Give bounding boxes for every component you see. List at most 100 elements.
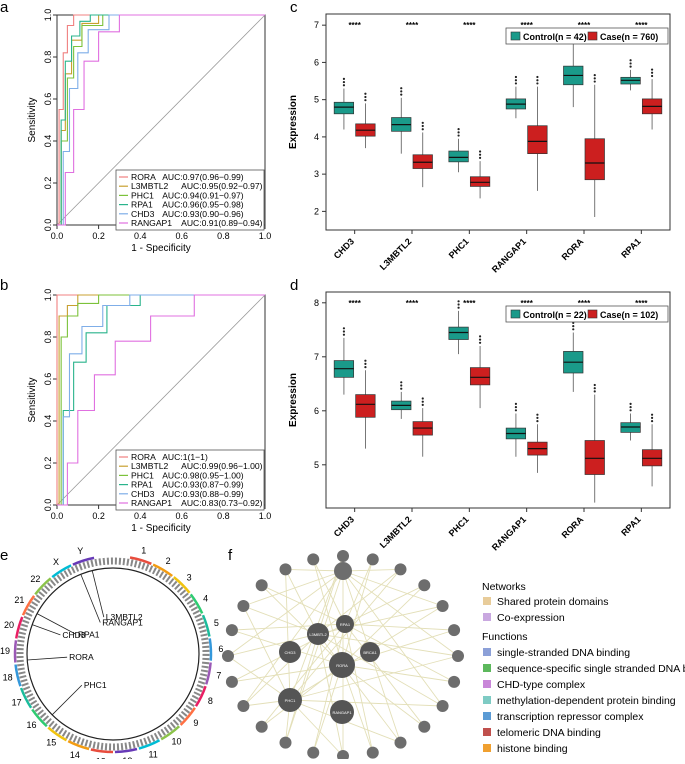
outlier-point [650,68,654,71]
network-edge [344,623,455,683]
outlier-point [593,80,596,83]
gene-label: CHD3 [62,630,85,640]
chromosome-label: 1 [141,545,146,555]
network-edge [341,664,425,728]
network-node [418,720,431,733]
network-node [334,562,352,580]
outlier-point [514,75,518,79]
chromosome-arc [152,563,174,577]
outlier-point [514,79,518,82]
legend-function-swatch [483,696,491,704]
x-tick-label: RPA1 [619,236,643,260]
outlier-point [457,134,460,137]
box-control [333,101,355,115]
chromosome-label: 2 [166,556,171,566]
outlier-point [421,397,424,400]
y-axis-label: Expression [288,95,299,149]
legend-function-item: sequence-specific single stranded DNA bi… [497,663,685,675]
outlier-point [478,335,482,338]
chromosome-arc [14,664,22,687]
network-edge [227,570,344,657]
chromosome-arc [172,576,191,594]
network-node [279,736,292,749]
circos-cytoband-ring [16,557,210,751]
chromosome-label: 9 [193,718,198,728]
panel-label-c: c [290,0,298,16]
outlier-point [342,333,346,336]
network-edge [243,570,344,607]
outlier-point [629,62,632,65]
significance-marker: **** [578,21,591,30]
diagonal-reference [56,294,266,506]
network-edge [285,569,291,701]
legend-control-label: Control(n = 42) [523,32,587,42]
outlier-point [421,121,424,124]
chromosome-label: 14 [70,750,80,759]
chromosome-arc [72,556,95,566]
chromosome-arc [204,662,212,685]
x-tick-label: 0.8 [217,231,230,241]
core-node [279,641,301,663]
outlier-point [400,93,403,96]
y-tick-label: 7 [314,20,319,30]
y-axis-label: Sensitivity [27,377,38,422]
network-edge [227,633,319,657]
core-node-label: RORA [336,663,348,668]
panel-label-e: e [0,547,8,564]
chromosome-arc [189,593,204,614]
chromosome-arc [208,638,213,661]
chromosome-label: Y [77,546,83,556]
outlier-point [536,413,539,416]
network-edge [312,559,343,666]
outlier-point [629,65,632,68]
outlier-point [478,153,482,156]
chromosome-label: 3 [187,572,192,582]
significance-marker: **** [463,299,476,308]
y-tick-label: 1.0 [43,9,53,22]
legend-auc-label: AUC:0.99(0.96−1.00) [181,461,263,471]
outlier-point [421,128,424,131]
legend-swatch-control [510,309,521,319]
legend-auc-label: AUC:1(1−1) [162,452,208,462]
outlier-point [400,87,403,90]
network-node [418,579,431,592]
outlier-point [400,387,403,390]
y-axis-label: Expression [288,373,299,427]
gene-pointer [32,624,61,636]
network-node [237,600,250,612]
box-case [469,176,491,187]
y-tick-label: 5 [314,460,319,470]
chromosome-label: 17 [12,698,22,708]
outlier-point [629,406,632,409]
x-tick-label: L3MBTL2 [378,514,414,550]
outlier-point [629,59,632,62]
significance-marker: **** [635,299,648,308]
core-node-label: BRCA1 [363,650,377,655]
network-node [366,746,379,759]
x-tick-label: L3MBTL2 [378,236,414,272]
chromosome-arc [31,708,48,728]
outlier-point [364,359,367,362]
outlier-point [457,131,460,134]
roc-chart-a: 0.0 0.2 0.4 0.6 0.8 1.0 0.0 0.2 0.4 0.6 0.8 1.0 1 - … [27,9,271,254]
chromosome-arc [179,707,196,726]
network-node [436,600,449,612]
legend-gene-label: RORA [131,452,156,462]
y-tick-label: 0.2 [43,177,53,190]
x-axis-label: 1 - Specificity [131,243,190,254]
chromosome-label: 18 [3,673,13,683]
network-edge [312,664,343,753]
outlier-point [536,416,539,419]
core-node [329,652,355,678]
gene-network: L3MBTL2 RPA1 CHD3 RORA PHC1 RANGAP1 BRCA1 [222,550,464,762]
outlier-point [478,156,482,160]
network-node [448,624,461,637]
significance-marker: **** [348,299,361,308]
network-edge [285,569,319,635]
legend-gene-label: L3MBTL2 [131,461,168,471]
legend-gene-label: PHC1 [131,470,154,480]
outlier-point [478,338,482,341]
chromosome-label: 8 [208,696,213,706]
roc-curve-rangap1 [57,294,265,506]
